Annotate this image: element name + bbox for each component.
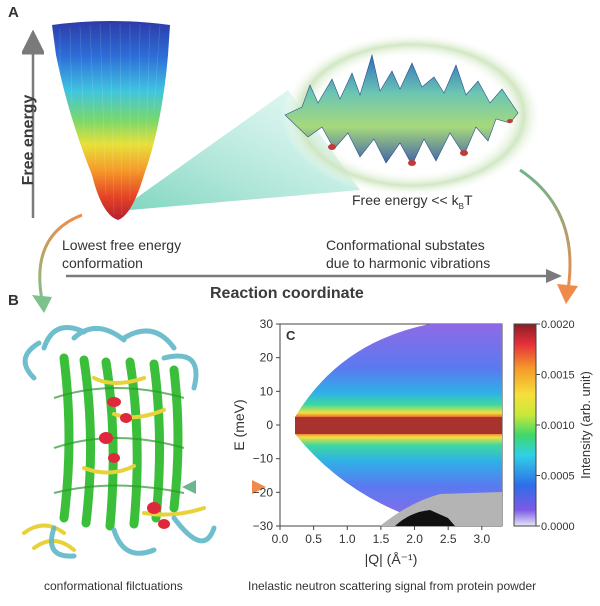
colorbar-tick-label: 0.0005 bbox=[541, 471, 575, 483]
x-tick-label: 0.0 bbox=[272, 532, 289, 546]
conformational-substates-surface bbox=[284, 53, 519, 166]
lowest-energy-line2: conformation bbox=[62, 255, 143, 271]
y-tick-label: 0 bbox=[266, 418, 273, 432]
colorbar-tick-label: 0.0020 bbox=[541, 319, 575, 331]
substates-line1: Conformational substates bbox=[326, 237, 485, 253]
colorbar-label: Intensity (arb. unit) bbox=[578, 371, 593, 479]
x-axis-label: |Q| (Å⁻¹) bbox=[365, 551, 418, 567]
neutron-caption: Inelastic neutron scattering signal from… bbox=[248, 579, 537, 593]
colorbar-tick-label: 0.0010 bbox=[541, 420, 575, 432]
lowest-energy-label: Lowest free energy conformation bbox=[62, 236, 181, 272]
y-tick-label: −20 bbox=[253, 485, 274, 499]
protein-caption: conformational filctuations bbox=[44, 579, 183, 593]
elastic-peak-band bbox=[295, 417, 502, 434]
colorbar-tick-label: 0.0015 bbox=[541, 370, 575, 382]
reaction-coordinate-arrow bbox=[66, 269, 562, 283]
free-energy-funnel bbox=[52, 21, 170, 220]
curved-arrow-left bbox=[32, 213, 83, 313]
y-axis-label: E (meV) bbox=[231, 399, 247, 450]
x-tick-label: 2.0 bbox=[406, 532, 423, 546]
energy-landscape-illustration bbox=[52, 21, 542, 220]
scattering-intensity-map bbox=[295, 324, 502, 526]
reaction-coordinate-label: Reaction coordinate bbox=[210, 285, 364, 302]
y-tick-label: 10 bbox=[260, 384, 274, 398]
x-tick-label: 1.5 bbox=[373, 532, 390, 546]
double-headed-arrow bbox=[182, 480, 266, 494]
colorbar-tick-label: 0.0000 bbox=[541, 521, 575, 533]
y-axis-ticks: 30 20 10 0 −10 −20 −30 bbox=[253, 317, 280, 533]
x-tick-label: 3.0 bbox=[473, 532, 490, 546]
lowest-energy-line1: Lowest free energy bbox=[62, 237, 182, 253]
free-energy-kbt-label: Free energy << kBT bbox=[352, 192, 473, 211]
free-energy-axis-arrow bbox=[22, 30, 44, 218]
panel-label-b: B bbox=[8, 292, 19, 309]
y-tick-label: 30 bbox=[260, 317, 274, 331]
x-tick-label: 1.0 bbox=[339, 532, 356, 546]
substates-line2: due to harmonic vibrations bbox=[326, 255, 491, 271]
colorbar bbox=[513, 323, 537, 527]
panel-label-a: A bbox=[8, 4, 19, 21]
x-axis-ticks: 0.0 0.5 1.0 1.5 2.0 2.5 3.0 bbox=[272, 526, 490, 546]
panel-label-c: C bbox=[286, 328, 296, 343]
free-energy-axis-label: Free energy bbox=[20, 94, 37, 186]
curved-arrow-right bbox=[519, 168, 578, 304]
y-tick-label: 20 bbox=[260, 351, 274, 365]
substates-label: Conformational substates due to harmonic… bbox=[326, 236, 490, 272]
y-tick-label: −10 bbox=[253, 452, 274, 466]
x-tick-label: 0.5 bbox=[305, 532, 322, 546]
protein-barrel-illustration bbox=[22, 325, 217, 559]
y-tick-label: −30 bbox=[253, 519, 274, 533]
colorbar-ticks: 0.0000 0.0005 0.0010 0.0015 0.0020 bbox=[536, 319, 575, 533]
neutron-scattering-heatmap: C 30 20 10 0 −10 −20 −30 0.0 0.5 1.0 1.5 2.0 2.5 3.0… bbox=[231, 317, 593, 567]
x-tick-label: 2.5 bbox=[440, 532, 457, 546]
